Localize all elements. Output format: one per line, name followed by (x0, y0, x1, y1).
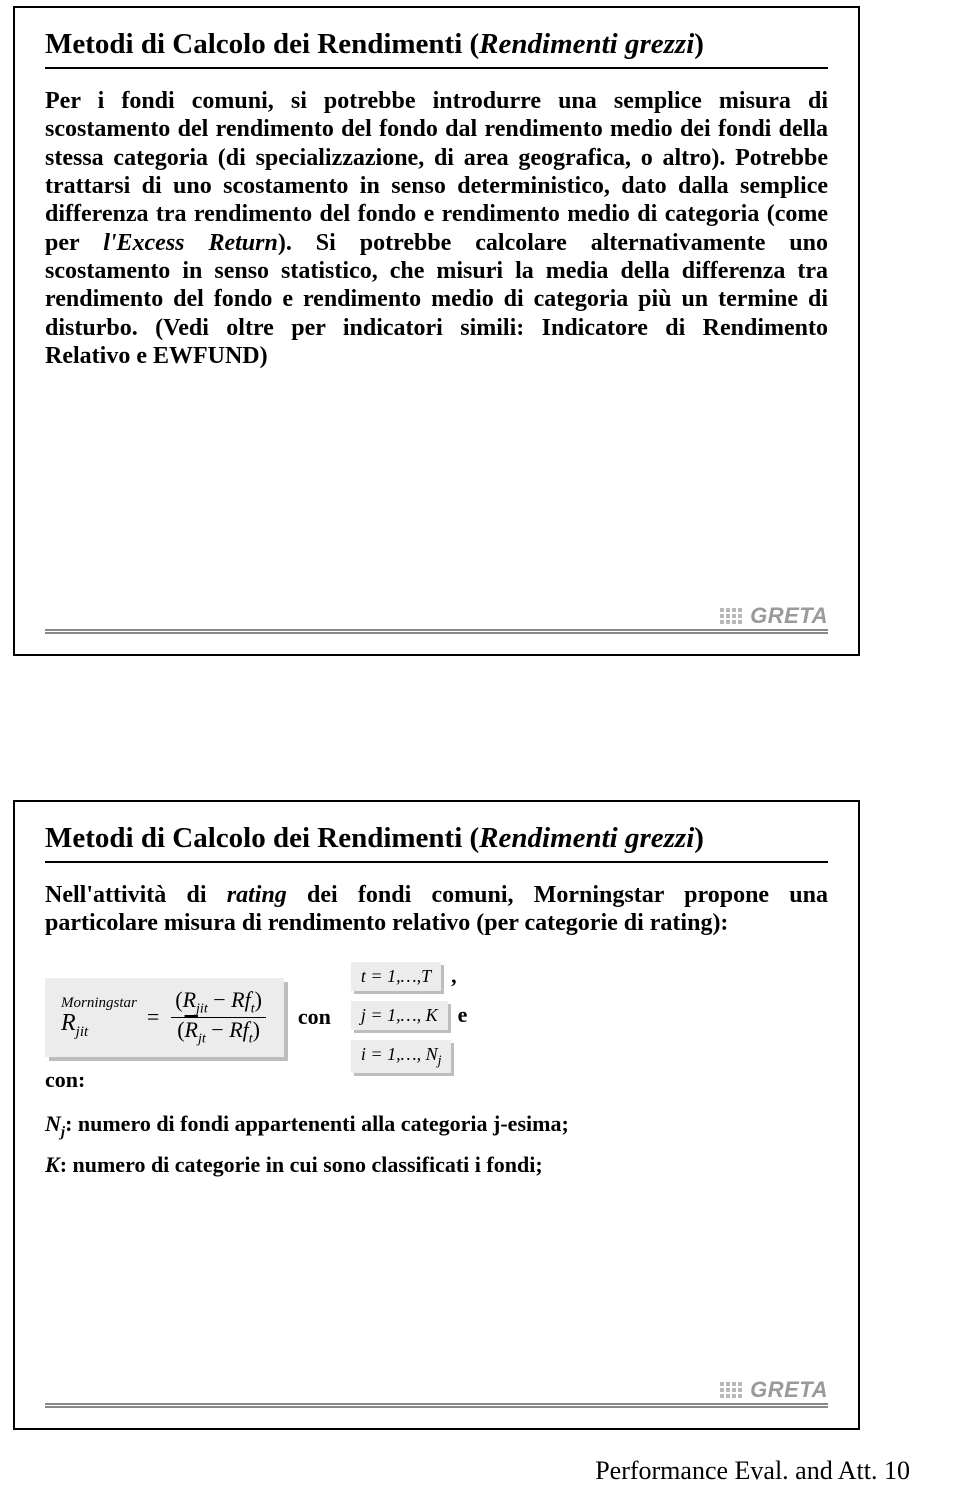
formula-row: Morningstar Rjit = (Rjit − Rft) (Rjt − R… (45, 962, 828, 1074)
range-e: e (458, 1002, 468, 1028)
num-b: Rf (231, 987, 251, 1012)
range-comma: , (451, 963, 457, 989)
footer-rule-1 (45, 629, 828, 634)
greta-footer-2: GRETA (45, 1403, 828, 1408)
den-open: ( (177, 1017, 184, 1042)
def-k: K: numero di categorie in cui sono class… (45, 1152, 828, 1178)
range-column: t = 1,…,T , j = 1,…, K e i = 1,…, Nj (351, 962, 467, 1074)
range-t: t = 1,…,T (351, 962, 441, 991)
definitions: Nj: numero di fondi appartenenti alla ca… (45, 1111, 828, 1177)
den-b: Rf (229, 1017, 249, 1042)
title2-ital: Rendimenti grezzi (479, 822, 694, 854)
den-close: ) (253, 1017, 260, 1042)
den-a-sub: jt (198, 1031, 206, 1046)
title2-main: Metodi di Calcolo dei Rendimenti ( (45, 822, 479, 854)
greta-text-1: GRETA (750, 603, 828, 629)
range-i-a: i = 1,…, N (361, 1044, 438, 1064)
title1-ital: Rendimenti grezzi (479, 28, 694, 60)
def-nj-a: N (45, 1111, 61, 1136)
num-a: R (183, 987, 196, 1012)
greta-dots-icon (720, 608, 742, 624)
greta-mark-1: GRETA (720, 603, 828, 629)
slide2-title: Metodi di Calcolo dei Rendimenti (Rendim… (45, 822, 828, 855)
greta-footer-1: GRETA (45, 629, 828, 634)
num-minus: − (208, 987, 231, 1012)
title2-rule (45, 861, 828, 863)
lhs-sub: jit (76, 1023, 89, 1039)
con-1: con (298, 1004, 331, 1030)
title1-main: Metodi di Calcolo dei Rendimenti ( (45, 28, 479, 60)
den-minus: − (206, 1017, 229, 1042)
title1-rule (45, 67, 828, 69)
slide1-ital1: l'Excess Return (103, 230, 278, 256)
eq-sign: = (147, 1004, 159, 1030)
greta-dots-icon-2 (720, 1382, 742, 1398)
range-j: j = 1,…, K (351, 1001, 448, 1030)
def-k-a: K (45, 1152, 60, 1177)
def-nj: Nj: numero di fondi appartenenti alla ca… (45, 1111, 828, 1141)
def-nj-b: : numero di fondi appartenenti alla cate… (65, 1111, 569, 1136)
formula-frac: (Rjit − Rft) (Rjt − Rft) (169, 988, 268, 1047)
intro-a: Nell'attività di (45, 882, 227, 908)
slide2-intro: Nell'attività di rating dei fondi comuni… (45, 881, 828, 938)
greta-text-2: GRETA (750, 1377, 828, 1403)
formula-main-box: Morningstar Rjit = (Rjit − Rft) (Rjt − R… (45, 978, 284, 1057)
num-a-sub: jit (196, 1002, 208, 1017)
range-i-sub: j (438, 1053, 442, 1068)
num-close: ) (255, 987, 262, 1012)
page-footer: Performance Eval. and Att. 10 (595, 1456, 910, 1486)
greta-mark-2: GRETA (720, 1377, 828, 1403)
lhs-sup: Morningstar (61, 996, 137, 1011)
footer-rule-2 (45, 1403, 828, 1408)
slide1-body: Per i fondi comuni, si potrebbe introdur… (45, 87, 828, 370)
slide-1: Metodi di Calcolo dei Rendimenti (Rendim… (13, 6, 860, 656)
slide1-title: Metodi di Calcolo dei Rendimenti (Rendim… (45, 28, 828, 61)
den-a: R (185, 1017, 198, 1042)
range-i: i = 1,…, Nj (351, 1040, 452, 1074)
intro-ital: rating (227, 882, 287, 908)
def-k-b: : numero di categorie in cui sono classi… (60, 1152, 543, 1177)
formula-lhs: Morningstar Rjit (61, 996, 137, 1040)
slide-2: Metodi di Calcolo dei Rendimenti (Rendim… (13, 800, 860, 1430)
title2-end: ) (694, 822, 704, 854)
num-open: ( (175, 987, 182, 1012)
title1-end: ) (694, 28, 704, 60)
lhs-base: R (61, 1010, 76, 1036)
